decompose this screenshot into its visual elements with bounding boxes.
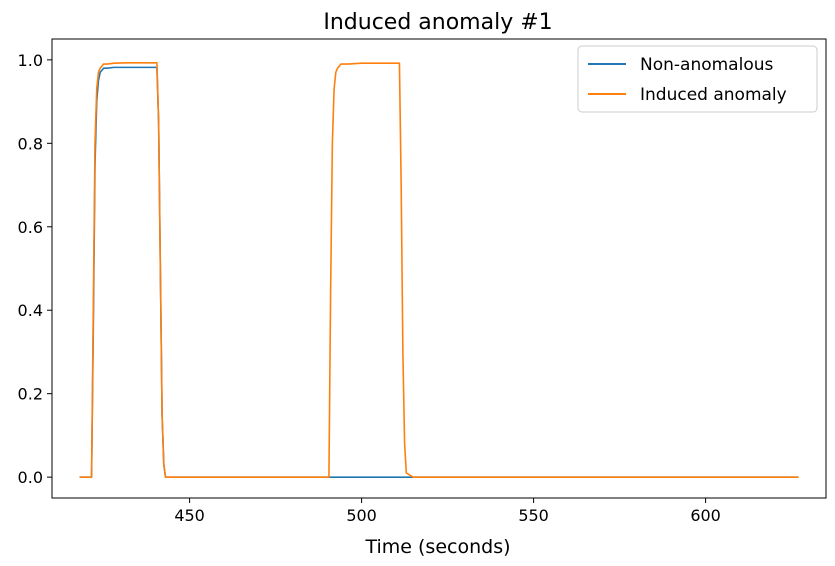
series-line-induced-anomaly	[79, 61, 799, 478]
x-axis: 450 500 550 600	[174, 498, 721, 525]
x-tick-label: 450	[174, 506, 205, 525]
x-axis-title: Time (seconds)	[364, 536, 510, 558]
plot-area	[51, 38, 827, 499]
legend-box	[577, 45, 818, 113]
x-tick-label: 500	[346, 506, 377, 525]
chart-title: Induced anomaly #1	[323, 10, 552, 35]
y-tick-label: 0.0	[18, 468, 43, 487]
y-tick-label: 0.6	[18, 218, 43, 237]
legend-label: Induced anomaly	[640, 85, 787, 105]
series-line-non-anomalous	[79, 66, 799, 478]
y-tick-label: 1.0	[18, 51, 43, 70]
y-tick-label: 0.8	[18, 134, 43, 153]
y-tick-label: 0.4	[18, 301, 43, 320]
y-tick-label: 0.2	[18, 385, 43, 404]
plot-frame	[51, 38, 827, 499]
x-tick-label: 600	[690, 506, 721, 525]
y-axis: 0.0 0.2 0.4 0.6 0.8 1.0	[18, 51, 52, 487]
legend-label: Non-anomalous	[640, 55, 773, 75]
x-tick-label: 550	[518, 506, 549, 525]
legend: Non-anomalous Induced anomaly	[577, 45, 818, 113]
